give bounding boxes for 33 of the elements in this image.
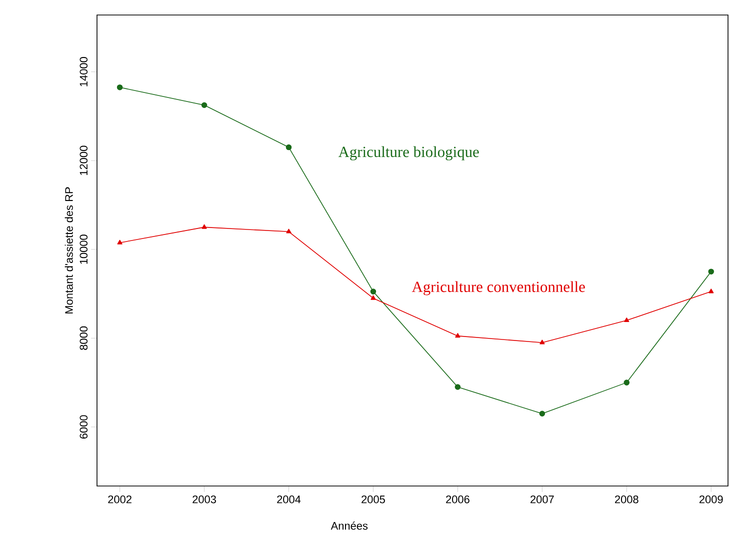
y-tick-label: 14000 [80, 57, 88, 86]
y-tick-label: 10000 [80, 234, 88, 264]
x-tick-label: 2003 [192, 496, 216, 504]
series-label: Agriculture conventionnelle [412, 281, 585, 296]
y-tick-label: 6000 [80, 415, 88, 439]
y-tick-label: 8000 [80, 326, 88, 350]
point [201, 102, 208, 108]
x-axis-title: Années [330, 522, 368, 530]
point [202, 224, 207, 229]
x-tick-label: 2004 [277, 496, 301, 504]
point [540, 340, 545, 344]
x-tick-label: 2009 [699, 496, 723, 504]
point [539, 410, 546, 417]
y-tick-label: 12000 [80, 146, 88, 176]
x-tick-label: 2005 [362, 496, 385, 504]
point [624, 318, 630, 322]
x-tick-label: 2006 [446, 496, 470, 504]
point [455, 333, 460, 338]
x-tick-label: 2007 [530, 496, 554, 504]
point [117, 240, 122, 244]
point [708, 288, 714, 294]
point [708, 268, 714, 274]
point [370, 295, 376, 300]
x-tick-label: 2002 [108, 496, 132, 504]
point [454, 384, 461, 390]
point [624, 380, 630, 386]
point [286, 228, 292, 234]
y-axis-title: Montant d'assiette des RP [64, 187, 73, 314]
x-tick-label: 2008 [615, 496, 638, 504]
point [286, 144, 292, 150]
text: Agriculture biologique [338, 146, 479, 160]
point [116, 84, 123, 90]
point [370, 288, 376, 294]
